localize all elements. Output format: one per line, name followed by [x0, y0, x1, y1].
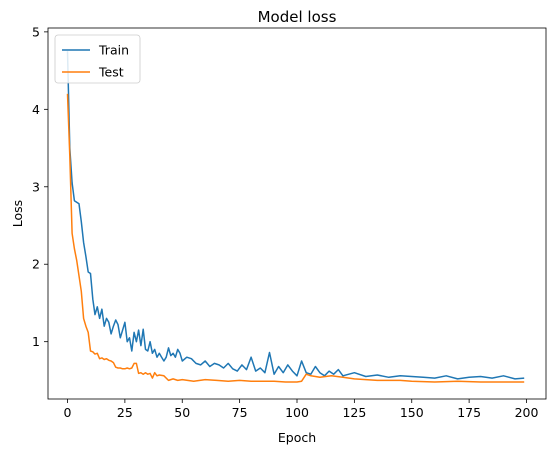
y-tick-label: 2 [32, 257, 40, 272]
legend: Train Test [54, 34, 141, 84]
chart-title: Model loss [258, 8, 337, 26]
x-tick-label: 75 [232, 405, 248, 420]
legend-box [54, 34, 141, 84]
x-tick-label: 100 [285, 405, 309, 420]
x-tick-label: 150 [400, 405, 424, 420]
series-layer [66, 51, 525, 383]
x-tick-label: 200 [515, 405, 539, 420]
x-tick-label: 0 [64, 405, 72, 420]
x-tick-label: 25 [117, 405, 133, 420]
x-tick-label: 125 [342, 405, 366, 420]
y-tick-label: 3 [32, 179, 40, 194]
legend-label-test: Test [98, 65, 124, 80]
y-tick-label: 1 [32, 334, 40, 349]
x-tick-label: 175 [457, 405, 481, 420]
x-tick-label: 50 [174, 405, 190, 420]
series-line-test [66, 93, 525, 383]
y-tick-label: 5 [32, 24, 40, 39]
y-tick-label: 4 [32, 102, 40, 117]
y-axis-title: Loss [10, 200, 25, 227]
series-line-train [66, 51, 525, 380]
x-axis-title: Epoch [278, 430, 316, 445]
legend-label-train: Train [98, 43, 129, 58]
y-axis: 1 2 3 4 5 [32, 24, 48, 349]
x-axis: 0 25 50 75 100 125 150 175 200 [64, 399, 539, 420]
